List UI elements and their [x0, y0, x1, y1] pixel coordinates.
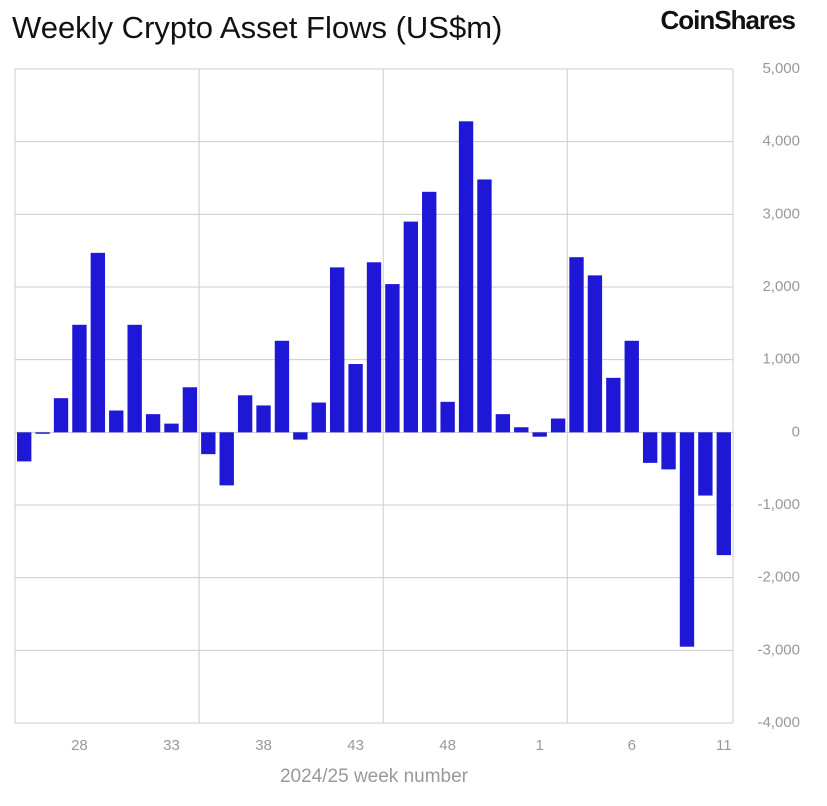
bar	[587, 275, 603, 433]
x-axis-title: 2024/25 week number	[280, 766, 469, 787]
y-tick-label: 0	[792, 423, 800, 440]
x-tick-label: 11	[716, 737, 732, 754]
bar	[311, 402, 326, 433]
chart-title: Weekly Crypto Asset Flows (US$m)	[12, 10, 502, 45]
bar	[458, 121, 474, 433]
y-tick-label: -3,000	[757, 641, 800, 658]
bar	[348, 364, 363, 433]
bar	[477, 179, 492, 433]
source-logo: CoinShares	[661, 5, 796, 35]
x-tick-label: 43	[347, 737, 364, 754]
x-tick-label: 48	[439, 737, 456, 754]
y-tick-label: -2,000	[757, 569, 800, 586]
bar	[550, 418, 566, 433]
y-tick-label: 1,000	[762, 351, 800, 368]
bar	[17, 432, 32, 462]
x-tick-label: 28	[71, 737, 88, 754]
bar	[716, 432, 731, 556]
bar	[329, 267, 345, 433]
y-tick-label: 4,000	[762, 133, 800, 150]
bar	[679, 432, 695, 647]
bar	[366, 262, 382, 433]
bar	[182, 387, 198, 433]
bar	[274, 340, 290, 433]
x-tick-label: 38	[255, 737, 272, 754]
bar	[514, 427, 529, 433]
bar	[495, 414, 511, 433]
bar	[698, 432, 713, 496]
bar	[403, 221, 419, 433]
bar	[385, 284, 400, 433]
bar	[642, 432, 658, 463]
bar	[90, 252, 106, 433]
x-tick-label: 1	[536, 737, 544, 754]
bar	[35, 432, 50, 434]
bar	[440, 401, 455, 433]
y-tick-label: -1,000	[757, 496, 800, 513]
bar	[661, 432, 676, 470]
y-tick-label: 2,000	[762, 278, 800, 295]
x-tick-label: 33	[163, 737, 180, 754]
bar	[532, 432, 547, 437]
bar	[256, 405, 271, 433]
bar	[237, 395, 253, 433]
bar	[53, 398, 69, 433]
bar	[109, 410, 124, 433]
bar	[293, 432, 308, 440]
y-tick-label: -4,000	[757, 714, 800, 731]
bar	[606, 377, 621, 433]
y-tick-label: 5,000	[762, 60, 800, 77]
bar	[201, 432, 216, 455]
bar	[422, 191, 437, 433]
bar	[145, 414, 161, 433]
bar	[127, 324, 142, 433]
x-tick-label: 6	[628, 737, 636, 754]
bar	[72, 324, 87, 433]
bar	[569, 257, 584, 433]
bar	[624, 340, 639, 433]
bar	[164, 423, 179, 433]
bar	[219, 432, 234, 486]
y-tick-label: 3,000	[762, 205, 800, 222]
